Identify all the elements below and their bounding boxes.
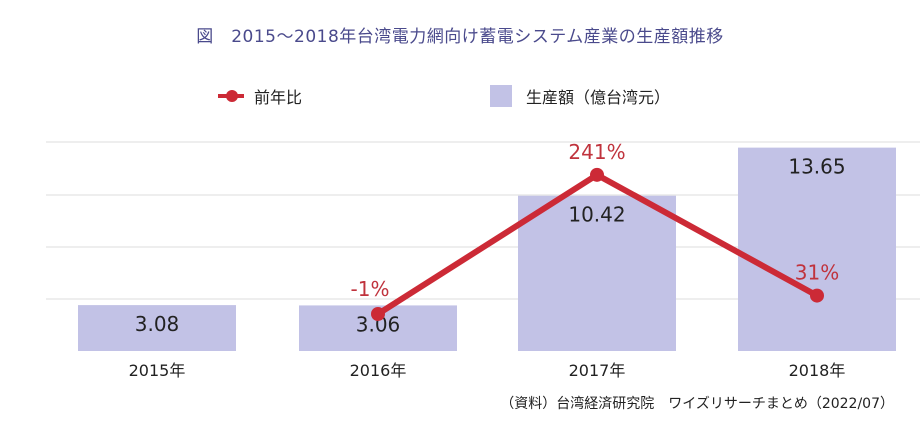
bar-2017年: [518, 195, 676, 351]
bar-value-label: 10.42: [568, 203, 625, 227]
yoy-point: [810, 288, 824, 303]
source-note: （資料）台湾経済研究院 ワイズリサーチまとめ（2022/07）: [500, 396, 894, 412]
x-tick-label: 2015年: [129, 361, 186, 380]
yoy-point: [371, 307, 385, 321]
bar-2015年: [78, 305, 236, 351]
yoy-point: [590, 167, 604, 182]
bar-value-label: 13.65: [788, 155, 845, 179]
yoy-label: -1%: [351, 277, 390, 301]
yoy-label: 31%: [795, 261, 839, 285]
legend-label-yoy: 前年比: [254, 88, 303, 107]
bar-2018年: [738, 147, 896, 351]
legend-label-production: 生産額（億台湾元）: [526, 88, 671, 107]
legend-item-yoy: 前年比: [218, 84, 302, 108]
x-tick-label: 2018年: [789, 361, 846, 380]
yoy-label: 241%: [568, 140, 625, 164]
legend-bar-marker: [490, 85, 512, 107]
x-tick-label: 2017年: [569, 361, 626, 380]
legend-line-marker: [218, 90, 244, 102]
x-tick-label: 2016年: [350, 361, 407, 380]
chart-title: 図 2015〜2018年台湾電力網向け蓄電システム産業の生産額推移: [196, 27, 724, 47]
bar-value-label: 3.08: [135, 312, 180, 336]
legend-item-production: 生産額（億台湾元）: [490, 84, 670, 108]
